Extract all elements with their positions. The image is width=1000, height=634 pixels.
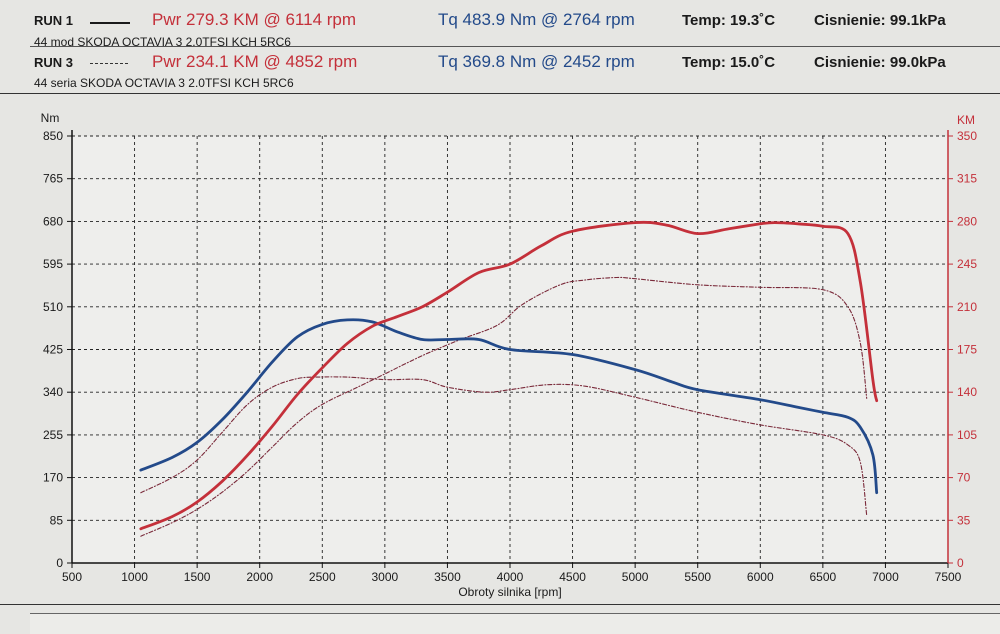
series-run-1-pwr [139, 220, 879, 531]
y-right-tick-label: 175 [957, 343, 977, 357]
y-left-tick-label: 85 [50, 513, 64, 527]
run1-temp: Temp: 19.3˚C [682, 12, 776, 29]
run1-header-row: RUN 1 Pwr 279.3 KM @ 6114 rpm Tq 483.9 N… [0, 10, 1000, 34]
x-axis-label: Obroty silnika [rpm] [458, 585, 561, 599]
series-run-3-pwr [140, 276, 868, 537]
axes [67, 130, 953, 568]
series-run-3-tq [140, 376, 868, 516]
run3-header-row: RUN 3 Pwr 234.1 KM @ 4852 rpm Tq 369.8 N… [0, 52, 1000, 76]
y-right-axis-label: KM [957, 113, 975, 127]
y-right-tick-label: 0 [957, 556, 964, 570]
run1-pressure: Cisnienie: 99.1kPa [814, 12, 946, 29]
x-tick-label: 6500 [810, 570, 837, 584]
run3-legend-line [90, 63, 128, 64]
y-right-tick-label: 70 [957, 471, 971, 485]
y-right-tick-label: 350 [957, 129, 977, 143]
run3-temp: Temp: 15.0˚C [682, 54, 776, 71]
run1-torque: Tq 483.9 Nm @ 2764 rpm [438, 10, 635, 29]
tick-labels: 500 1000 1500 2000 2500 3000 3500 4000 4500 5000 5… [41, 111, 978, 599]
run1-label: RUN 1 [34, 13, 74, 28]
x-tick-label: 3500 [434, 570, 461, 584]
x-tick-label: 4000 [497, 570, 524, 584]
series-run-1-tq [139, 318, 879, 495]
y-right-tick-label: 140 [957, 385, 977, 399]
series-group [139, 220, 879, 537]
y-left-tick-label: 595 [43, 257, 63, 271]
header: RUN 1 Pwr 279.3 KM @ 6114 rpm Tq 483.9 N… [0, 0, 1000, 90]
x-tick-label: 7500 [935, 570, 962, 584]
run1-power: Pwr 279.3 KM @ 6114 rpm [152, 10, 357, 29]
x-tick-label: 2500 [309, 570, 336, 584]
y-left-tick-label: 425 [43, 343, 63, 357]
run3-label: RUN 3 [34, 55, 74, 70]
run3-torque: Tq 369.8 Nm @ 2452 rpm [438, 52, 635, 71]
y-right-tick-label: 210 [957, 300, 977, 314]
y-left-axis-label: Nm [41, 111, 60, 125]
header-separator [30, 46, 1000, 47]
y-left-tick-label: 765 [43, 172, 63, 186]
y-left-tick-label: 340 [43, 385, 63, 399]
run3-description: 44 seria SKODA OCTAVIA 3 2.0TFSI KCH 5RC… [34, 76, 294, 90]
y-right-tick-label: 280 [957, 214, 977, 228]
run3-pressure: Cisnienie: 99.0kPa [814, 54, 946, 71]
y-right-tick-label: 35 [957, 513, 971, 527]
y-left-tick-label: 255 [43, 428, 63, 442]
y-right-tick-label: 315 [957, 172, 977, 186]
y-left-tick-label: 0 [56, 556, 63, 570]
x-tick-label: 6000 [747, 570, 774, 584]
y-left-tick-label: 510 [43, 300, 63, 314]
y-right-tick-label: 245 [957, 257, 977, 271]
x-tick-label: 7000 [872, 570, 899, 584]
run1-legend-line [90, 22, 130, 24]
x-tick-label: 5500 [684, 570, 711, 584]
run1-description: 44 mod SKODA OCTAVIA 3 2.0TFSI KCH 5RC6 [34, 35, 291, 49]
run3-power: Pwr 234.1 KM @ 4852 rpm [152, 52, 358, 71]
x-tick-label: 5000 [622, 570, 649, 584]
y-right-tick-label: 105 [957, 428, 977, 442]
x-tick-label: 500 [62, 570, 82, 584]
bottom-band [30, 613, 1000, 634]
x-tick-label: 1500 [184, 570, 211, 584]
x-tick-label: 1000 [121, 570, 148, 584]
x-tick-label: 2000 [246, 570, 273, 584]
x-tick-label: 4500 [559, 570, 586, 584]
chart-frame [0, 93, 1000, 605]
y-left-tick-label: 850 [43, 129, 63, 143]
y-left-tick-label: 170 [43, 471, 63, 485]
y-left-tick-label: 680 [43, 214, 63, 228]
x-tick-label: 3000 [372, 570, 399, 584]
